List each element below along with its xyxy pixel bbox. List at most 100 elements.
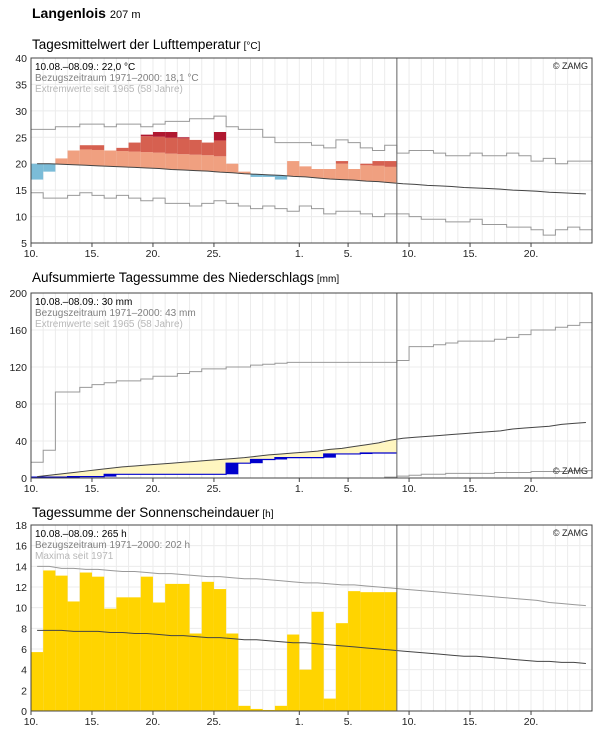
- temp-bar-below-normal: [274, 175, 288, 180]
- temp-legend-0: 10.08.–08.09.: 22,0 °C: [35, 62, 135, 73]
- precip-deficit-area: [104, 468, 117, 475]
- precip-legend-0: 10.08.–08.09.: 30 mm: [35, 297, 132, 308]
- sun-chart-title: Tagessumme der Sonnenscheindauer [h]: [32, 505, 274, 520]
- sun-bar: [201, 581, 214, 711]
- temp-legend-2: Extremwerte seit 1965 (58 Jahre): [35, 84, 183, 95]
- sun-ytick-label: 2: [21, 685, 27, 697]
- precip-deficit-area: [299, 452, 312, 458]
- precip-deficit-area: [91, 469, 105, 477]
- sun-bar: [384, 592, 397, 711]
- temp-bar-above-normal: [201, 155, 214, 172]
- temp-bar-above-normal: [128, 151, 141, 168]
- temp-unit: [°C]: [243, 41, 261, 52]
- sun-bar: [104, 608, 117, 711]
- precip-legend-1: Bezugszeitraum 1971–2000: 43 mm: [35, 308, 196, 319]
- temp-bar-above-normal: [287, 161, 300, 177]
- precip-deficit-area: [177, 462, 190, 475]
- sun-bar: [116, 597, 129, 711]
- precip-xtick-label: 1.: [295, 483, 304, 495]
- precip-deficit-area: [79, 471, 92, 477]
- precip-title-text: Aufsummierte Tagessumme des Niederschlag…: [32, 270, 314, 285]
- precip-deficit-area: [128, 465, 141, 475]
- precip-daily-increment: [226, 463, 239, 475]
- temp-xtick-label: 20.: [524, 248, 539, 260]
- temp-bar-very-hot: [165, 132, 178, 138]
- precip-cumulative-line: [31, 452, 397, 478]
- precip-deficit-area: [372, 442, 385, 454]
- sun-xtick-label: 5.: [344, 716, 353, 728]
- sun-ytick-label: 18: [15, 522, 27, 532]
- sun-bar: [43, 570, 56, 711]
- precip-deficit-area: [140, 465, 153, 475]
- temp-bar-very-hot: [177, 137, 190, 139]
- precip-deficit-area: [116, 466, 129, 475]
- temperature-chart: 5 10 15 20 25 30 35 40 10. 15. 20. 25. 1. 5. 10. 15. 20.…: [15, 55, 593, 260]
- precip-xtick-label: 15.: [85, 483, 100, 495]
- sun-ytick-label: 10: [15, 603, 27, 615]
- temp-ytick-label: 10: [15, 212, 27, 224]
- temp-xtick-label: 25.: [207, 248, 222, 260]
- temp-bar-above-normal: [67, 150, 80, 165]
- precip-deficit-area: [165, 463, 178, 475]
- sun-xtick-label: 10.: [24, 716, 39, 728]
- temp-bar-hot: [165, 137, 178, 154]
- sun-ytick-label: 4: [21, 665, 27, 677]
- sun-ytick-label: 16: [15, 541, 27, 553]
- sun-bar: [165, 583, 178, 711]
- sun-bar: [250, 708, 263, 711]
- sun-xtick-label: 20.: [146, 716, 161, 728]
- sun-ytick-label: 12: [15, 582, 27, 594]
- temp-bar-hot: [201, 142, 214, 156]
- temp-min-extreme-line: [31, 192, 592, 236]
- temp-xtick-label: 10.: [402, 248, 417, 260]
- station-name: Langenlois: [32, 5, 106, 21]
- precip-ytick-label: 80: [15, 399, 27, 411]
- precip-deficit-area: [384, 440, 397, 454]
- station-title: Langenlois 207 m: [32, 5, 140, 21]
- temp-bar-above-normal: [116, 151, 129, 167]
- sun-max-line: [37, 565, 586, 607]
- precip-deficit-area: [43, 475, 56, 478]
- temp-ytick-label: 30: [15, 106, 27, 118]
- precip-ytick-label: 0: [21, 473, 27, 485]
- temp-bar-above-normal: [91, 149, 105, 166]
- temp-bar-above-normal: [104, 150, 117, 167]
- temp-ytick-label: 25: [15, 132, 27, 144]
- temp-bar-above-normal: [165, 153, 178, 170]
- precip-deficit-area: [335, 448, 349, 454]
- precip-xtick-label: 5.: [344, 483, 353, 495]
- sun-bar: [55, 575, 68, 711]
- precip-unit: [mm]: [316, 274, 340, 285]
- sun-ytick-label: 6: [21, 644, 27, 656]
- temp-ytick-label: 15: [15, 185, 27, 197]
- temp-legend-1: Bezugszeitraum 1971–2000: 18,1 °C: [35, 73, 199, 84]
- precip-deficit-area: [360, 444, 373, 454]
- precip-xtick-label: 10.: [402, 483, 417, 495]
- sun-bar: [311, 611, 324, 711]
- temp-normal-line: [37, 163, 586, 195]
- temp-bar-hot: [189, 139, 202, 155]
- sun-ytick-label: 8: [21, 623, 27, 635]
- sun-legend-1: Bezugszeitraum 1971–2000: 202 h: [35, 540, 190, 551]
- sun-bar: [323, 698, 336, 711]
- temp-bar-hot: [384, 161, 397, 167]
- sun-ytick-label: 14: [15, 561, 27, 573]
- precip-ytick-label: 40: [15, 436, 27, 448]
- temp-chart-title: Tagesmittelwert der Lufttemperatur [°C]: [32, 37, 260, 52]
- sun-bar: [79, 572, 92, 711]
- sun-title-text: Tagessumme der Sonnenscheindauer: [32, 505, 260, 520]
- sun-xtick-label: 1.: [295, 716, 304, 728]
- temp-bar-hot: [140, 136, 153, 153]
- sun-bar: [299, 669, 312, 711]
- sun-bar: [152, 602, 166, 711]
- precip-xtick-label: 20.: [146, 483, 161, 495]
- temp-xtick-label: 5.: [344, 248, 353, 260]
- sun-bar: [189, 633, 202, 711]
- sunshine-chart: 0 2 4 6 8 10 12 14 16 18 10. 15. 20. 25. 1. 5. 10. 15. 20.…: [15, 522, 593, 728]
- temp-bar-above-normal: [299, 166, 312, 177]
- sun-bar: [140, 576, 153, 711]
- precip-deficit-area: [201, 460, 214, 475]
- temp-xtick-label: 15.: [85, 248, 100, 260]
- temp-bar-below-normal: [31, 163, 44, 180]
- temp-xtick-label: 20.: [146, 248, 161, 260]
